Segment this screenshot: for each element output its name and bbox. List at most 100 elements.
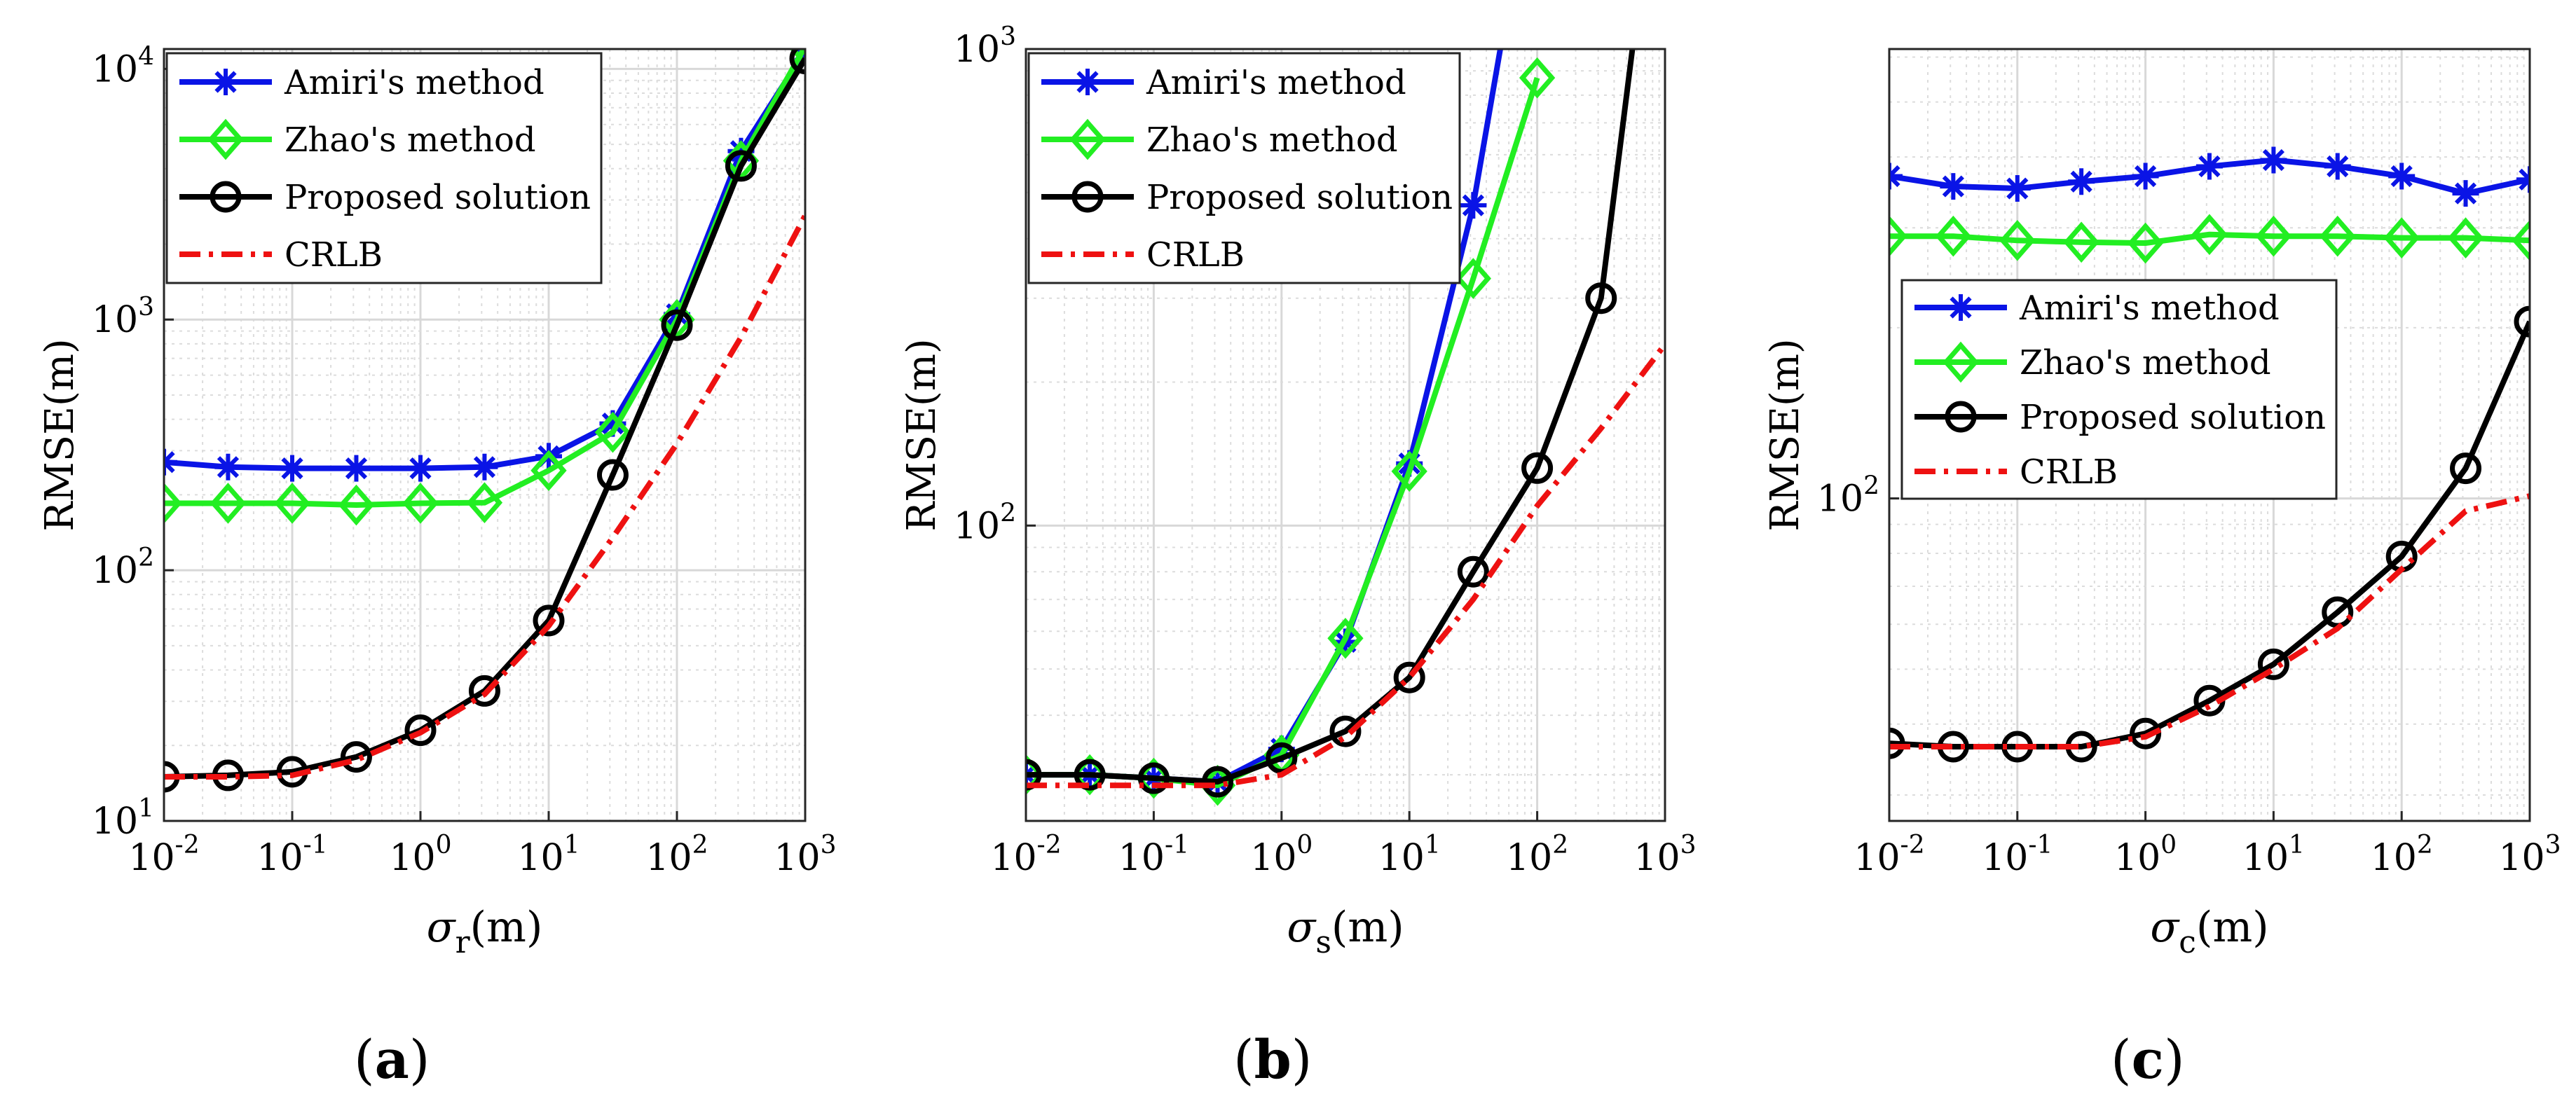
legend-marker xyxy=(1069,118,1106,160)
data-point xyxy=(2512,219,2530,261)
data-point xyxy=(596,459,629,491)
data-point xyxy=(338,484,375,526)
data-point xyxy=(471,453,498,481)
data-point xyxy=(1327,617,1364,659)
y-axis-label: RMSE(m) xyxy=(1762,338,1808,532)
legend-box xyxy=(165,52,603,284)
data-point xyxy=(2260,146,2287,174)
data-point xyxy=(274,483,310,524)
legend-label: Proposed solution xyxy=(2020,398,2326,437)
data-point xyxy=(2324,153,2351,180)
data-point xyxy=(2516,166,2530,193)
data-point xyxy=(2003,175,2031,202)
x-tick-label: 100 xyxy=(389,831,451,879)
legend-marker xyxy=(207,118,244,160)
data-point xyxy=(468,675,500,707)
series-line-proposed-solution xyxy=(1889,320,2530,749)
data-point xyxy=(2195,153,2223,180)
x-tick-label: 10-1 xyxy=(256,831,327,879)
data-point xyxy=(1393,661,1425,693)
data-point xyxy=(279,455,306,482)
legend-box xyxy=(1027,52,1461,284)
x-tick-label: 101 xyxy=(517,831,580,879)
data-point xyxy=(2452,180,2479,207)
legend-label: Zhao's method xyxy=(2020,343,2271,382)
data-point xyxy=(1521,452,1554,484)
data-point xyxy=(594,411,631,453)
legend-box xyxy=(1900,279,2338,500)
data-point xyxy=(164,483,182,524)
legend-label: Amiri's method xyxy=(284,63,544,102)
x-axis-label: σc(m) xyxy=(2150,903,2268,960)
x-tick-label: 102 xyxy=(645,831,708,879)
y-tick-label: 102 xyxy=(1817,472,1879,520)
legend-marker xyxy=(1074,69,1101,95)
data-point xyxy=(2450,452,2482,485)
legend-marker xyxy=(1943,341,1979,383)
x-tick-label: 101 xyxy=(2242,831,2305,879)
legend-label: Amiri's method xyxy=(2019,289,2280,328)
legend: Amiri's method Zhao's method Proposed solu… xyxy=(165,52,603,284)
x-tick-label: 102 xyxy=(1506,831,1568,879)
y-tick-label: 104 xyxy=(92,42,154,90)
x-tick-label: 10-2 xyxy=(990,831,1061,879)
x-axis-label: σs(m) xyxy=(1287,903,1404,960)
legend-marker xyxy=(210,181,242,213)
data-point xyxy=(2257,648,2289,680)
data-point xyxy=(1889,163,1903,190)
data-point xyxy=(1074,759,1106,791)
y-axis-label: RMSE(m) xyxy=(899,338,945,532)
data-point xyxy=(407,455,434,482)
data-point xyxy=(1889,215,1907,257)
legend-label: Zhao's method xyxy=(1146,120,1398,160)
series-group xyxy=(164,49,805,793)
data-point xyxy=(2127,222,2164,264)
series-group xyxy=(1026,49,1665,806)
data-point xyxy=(2388,163,2416,190)
x-tick-label: 10-2 xyxy=(128,831,199,879)
legend-marker xyxy=(1947,294,1974,321)
data-point xyxy=(1935,215,1971,257)
x-tick-label: 103 xyxy=(774,831,836,879)
data-point xyxy=(1026,759,1042,791)
chart-panel-1: 10-2 10-1 100 101 102 103 101 102 103 104 σr(m) RMS… xyxy=(37,42,837,960)
axes-box xyxy=(1888,48,2531,822)
x-tick-label: 103 xyxy=(1633,831,1696,879)
data-point xyxy=(402,483,439,524)
legend-label: Proposed solution xyxy=(285,178,591,217)
data-point xyxy=(164,448,177,476)
data-point xyxy=(1889,727,1905,759)
legend-marker xyxy=(212,69,239,95)
series-group xyxy=(1889,146,2530,763)
data-point xyxy=(533,604,565,637)
y-tick-label: 102 xyxy=(954,499,1016,547)
caption-c: (c) xyxy=(2111,1028,2185,1091)
data-point xyxy=(1999,219,2036,261)
data-point xyxy=(2320,215,2356,257)
data-point xyxy=(404,714,437,747)
y-axis-label: RMSE(m) xyxy=(37,338,83,532)
caption-a: (a) xyxy=(354,1028,430,1091)
data-point xyxy=(789,49,805,75)
data-point xyxy=(2255,215,2292,257)
legend-label: Amiri's method xyxy=(1146,63,1406,102)
data-point xyxy=(1137,762,1170,794)
legend: Amiri's method Zhao's method Proposed solu… xyxy=(1027,52,1461,284)
data-point xyxy=(214,453,242,481)
data-point xyxy=(2447,217,2484,258)
data-point xyxy=(530,450,567,492)
data-point xyxy=(2068,168,2095,195)
x-tick-label: 101 xyxy=(1378,831,1441,879)
x-tick-label: 100 xyxy=(1250,831,1313,879)
series-line-crlb xyxy=(1889,493,2530,749)
data-point xyxy=(1202,766,1234,798)
caption-b-letter: b xyxy=(1254,1028,1292,1091)
caption-a-letter: a xyxy=(374,1028,409,1091)
legend-label: CRLB xyxy=(2020,452,2118,492)
x-axis-label: σr(m) xyxy=(427,903,543,960)
data-point xyxy=(1266,742,1298,774)
caption-c-letter: c xyxy=(2131,1028,2164,1091)
data-point xyxy=(1519,57,1556,99)
legend-label: Proposed solution xyxy=(1146,178,1453,217)
y-tick-label: 103 xyxy=(92,293,154,341)
